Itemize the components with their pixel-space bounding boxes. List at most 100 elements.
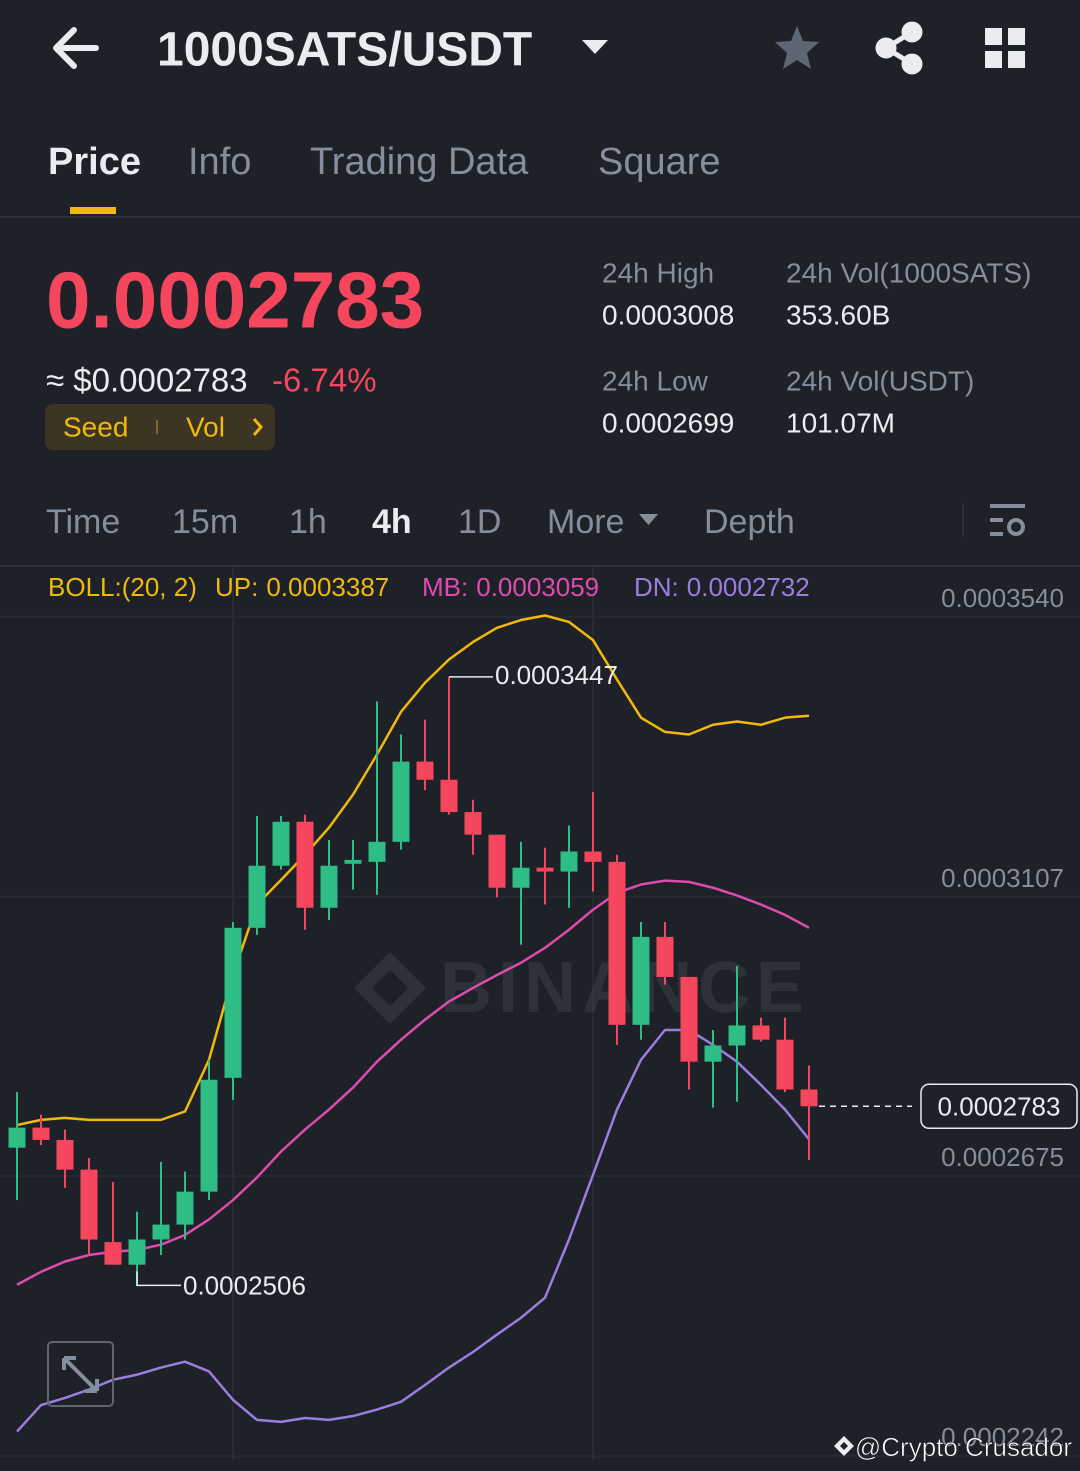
candle-body — [560, 851, 578, 872]
candle-body — [512, 867, 530, 888]
tab-indicator — [70, 207, 116, 214]
interval[interactable]: 1D — [458, 503, 501, 541]
divider — [0, 216, 1080, 218]
chart-layer: 0.00035400.00031070.00026750.0002242BINA… — [0, 567, 1080, 1460]
stat-label: 24h Low — [602, 366, 709, 397]
y-tick-label: 0.0002675 — [941, 1142, 1064, 1172]
indicator-label: MB: — [422, 572, 468, 602]
stats: 24h High 0.0003008 24h Vol(1000SATS) 353.60… — [602, 258, 1031, 439]
candle-body — [200, 1079, 218, 1192]
tab[interactable]: Square — [598, 141, 721, 183]
indicator-name: BOLL:(20, 2) — [48, 572, 197, 602]
candle-body — [464, 812, 482, 835]
grid-cell — [985, 28, 1002, 45]
candle-body — [656, 936, 674, 977]
candle-body — [176, 1191, 194, 1225]
interval[interactable]: More — [547, 503, 624, 541]
y-tick-label: 0.0002242 — [941, 1422, 1064, 1452]
indicator-number: 0.0002732 — [687, 572, 810, 602]
candle-body — [536, 867, 554, 872]
expand-icon — [62, 1356, 99, 1393]
stat-value: 0.0003008 — [602, 300, 734, 331]
indicator-value: UP: 0.0003387 — [215, 572, 389, 602]
share-button[interactable] — [875, 21, 923, 75]
tag-text: Seed — [63, 412, 128, 443]
last-price-label: 0.0002783 — [938, 1091, 1061, 1121]
candle-body — [800, 1089, 818, 1107]
candle-body — [488, 834, 506, 888]
candle-body — [344, 859, 362, 864]
tag-arrow — [252, 418, 263, 436]
candle-body — [8, 1127, 26, 1148]
footer-logo — [834, 1436, 854, 1456]
indicator-number: 0.0003059 — [476, 572, 599, 602]
tag-text: Vol — [186, 412, 225, 443]
tag-badge[interactable] — [45, 404, 275, 450]
watermark-logo — [354, 952, 426, 1024]
grid-cell — [985, 51, 1002, 68]
interval[interactable]: Time — [46, 503, 120, 541]
stat-label: 24h Vol(1000SATS) — [786, 258, 1031, 289]
indicator-legend: BOLL:(20, 2) UP: 0.0003387 MB: 0.0003059 DN: 0… — [48, 572, 810, 602]
candle-body — [440, 779, 458, 813]
candle-body — [416, 761, 434, 780]
divider — [0, 565, 1080, 567]
tab[interactable]: Price — [48, 141, 141, 183]
stat-label: 24h Vol(USDT) — [786, 366, 974, 397]
boll-line — [16, 1028, 810, 1433]
footer-credit: @Crypto Crusador — [855, 1432, 1072, 1462]
stat-value: 101.07M — [786, 408, 895, 439]
candle-body — [80, 1169, 98, 1240]
settings-gear — [1007, 518, 1025, 536]
last-price: 0.0002783 — [46, 256, 424, 345]
interval[interactable]: 1h — [289, 503, 327, 541]
tab[interactable]: Info — [188, 141, 251, 183]
stat-label: 24h High — [602, 258, 714, 289]
share-link — [881, 29, 914, 67]
y-tick-label: 0.0003540 — [941, 583, 1064, 613]
low-marker — [136, 1271, 181, 1287]
favorite-star[interactable] — [775, 26, 819, 69]
candle-body — [224, 927, 242, 1078]
candle-body — [296, 821, 314, 908]
low-label: 0.0002506 — [183, 1270, 306, 1300]
candle-body — [368, 841, 386, 862]
candle-body — [128, 1239, 146, 1265]
back-button[interactable] — [53, 27, 99, 69]
stat-value: 0.0002699 — [602, 408, 734, 439]
candle-body — [584, 851, 602, 862]
candle-body — [704, 1045, 722, 1062]
candle-body — [104, 1242, 122, 1265]
tab[interactable]: Trading Data — [310, 141, 529, 183]
expand-button[interactable] — [47, 1341, 114, 1407]
candle-body — [728, 1025, 746, 1046]
interval[interactable]: 4h — [372, 503, 412, 541]
pair-dropdown[interactable] — [582, 40, 608, 54]
grid-cell — [1008, 51, 1025, 68]
candle-body — [392, 761, 410, 842]
interval[interactable]: Depth — [704, 503, 795, 541]
candle-body — [776, 1039, 794, 1090]
chart-settings[interactable] — [990, 504, 1025, 536]
candle-body — [632, 936, 650, 1025]
boll-line — [16, 614, 810, 1127]
boll-line — [16, 879, 810, 1286]
settings-lines — [990, 504, 1025, 536]
candle-body — [56, 1139, 74, 1170]
interval[interactable]: 15m — [172, 503, 238, 541]
pair-title[interactable]: 1000SATS/USDT — [157, 24, 532, 77]
indicator-number: 0.0003387 — [266, 572, 389, 602]
stat-value: 353.60B — [786, 300, 890, 331]
expand-frame — [47, 1341, 114, 1407]
candle-body — [32, 1127, 50, 1140]
candle-body — [608, 861, 626, 1025]
price-usd: ≈ $0.0002783 — [46, 362, 248, 399]
grid-menu[interactable] — [985, 28, 1025, 68]
indicator-label: DN: — [634, 572, 679, 602]
price-change: -6.74% — [272, 362, 377, 399]
more-dropdown — [639, 514, 658, 525]
divider — [962, 503, 964, 537]
indicator-value: DN: 0.0002732 — [634, 572, 810, 602]
